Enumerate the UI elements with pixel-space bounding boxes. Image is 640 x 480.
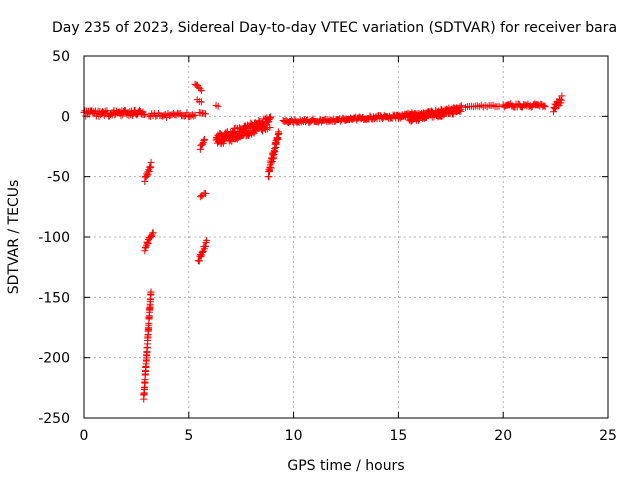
x-tick-label: 15 — [389, 428, 407, 444]
data-point — [268, 157, 276, 165]
data-point — [197, 98, 205, 106]
data-point — [199, 140, 207, 148]
x-tick-label: 10 — [285, 428, 303, 444]
data-point — [201, 242, 209, 250]
data-point — [147, 158, 155, 166]
data-point — [117, 112, 125, 120]
y-tick-label: -50 — [47, 170, 70, 186]
data-point — [196, 145, 204, 153]
x-tick-label: 5 — [184, 428, 193, 444]
data-point — [149, 229, 157, 237]
data-point — [275, 129, 283, 137]
data-point — [203, 236, 211, 244]
data-point — [541, 103, 549, 111]
data-point — [201, 135, 209, 143]
plot-frame — [83, 55, 609, 419]
data-point — [226, 136, 234, 144]
y-axis-title: SDTVAR / TECUs — [6, 180, 22, 295]
data-points — [80, 80, 566, 403]
data-point — [202, 190, 210, 197]
data-point — [202, 110, 210, 118]
data-point — [558, 92, 566, 100]
axis-ticks: 0 5 10 15 20 25 50 0 -50 -100 -150 -200 -250 — [38, 49, 617, 444]
x-tick-label: 20 — [494, 428, 512, 444]
data-point — [540, 102, 548, 110]
data-point — [90, 108, 98, 116]
data-point — [141, 110, 149, 118]
data-point — [147, 288, 155, 296]
data-point — [216, 130, 224, 138]
data-point — [265, 114, 273, 122]
data-point — [457, 102, 465, 110]
chart-title: Day 235 of 2023, Sidereal Day-to-day VTE… — [52, 20, 617, 36]
data-point — [144, 239, 152, 247]
data-point — [190, 112, 198, 120]
y-tick-label: 50 — [52, 49, 70, 65]
data-point — [126, 108, 134, 116]
y-tick-label: -150 — [38, 290, 70, 306]
grid-lines — [84, 56, 608, 418]
data-point — [197, 253, 205, 261]
data-point — [230, 129, 238, 137]
data-point — [495, 102, 503, 110]
y-tick-label: -250 — [38, 411, 70, 427]
y-tick-label: 0 — [61, 109, 70, 125]
x-axis-title: GPS time / hours — [287, 458, 404, 474]
x-tick-label: 25 — [599, 428, 617, 444]
data-point — [144, 240, 152, 248]
data-point — [214, 102, 222, 110]
data-point — [195, 257, 203, 265]
data-point — [183, 109, 191, 117]
x-tick-label: 0 — [80, 428, 89, 444]
data-point — [191, 111, 199, 119]
data-point — [198, 249, 206, 257]
data-point — [267, 113, 275, 121]
data-point — [147, 233, 155, 241]
data-point — [197, 87, 205, 95]
data-point — [196, 252, 204, 260]
data-point — [200, 136, 208, 144]
y-tick-label: -100 — [38, 230, 70, 246]
data-point — [199, 248, 207, 256]
data-point — [255, 117, 263, 125]
data-point — [266, 123, 274, 131]
data-point — [135, 106, 143, 114]
y-tick-label: -200 — [38, 351, 70, 367]
data-point — [271, 148, 279, 156]
